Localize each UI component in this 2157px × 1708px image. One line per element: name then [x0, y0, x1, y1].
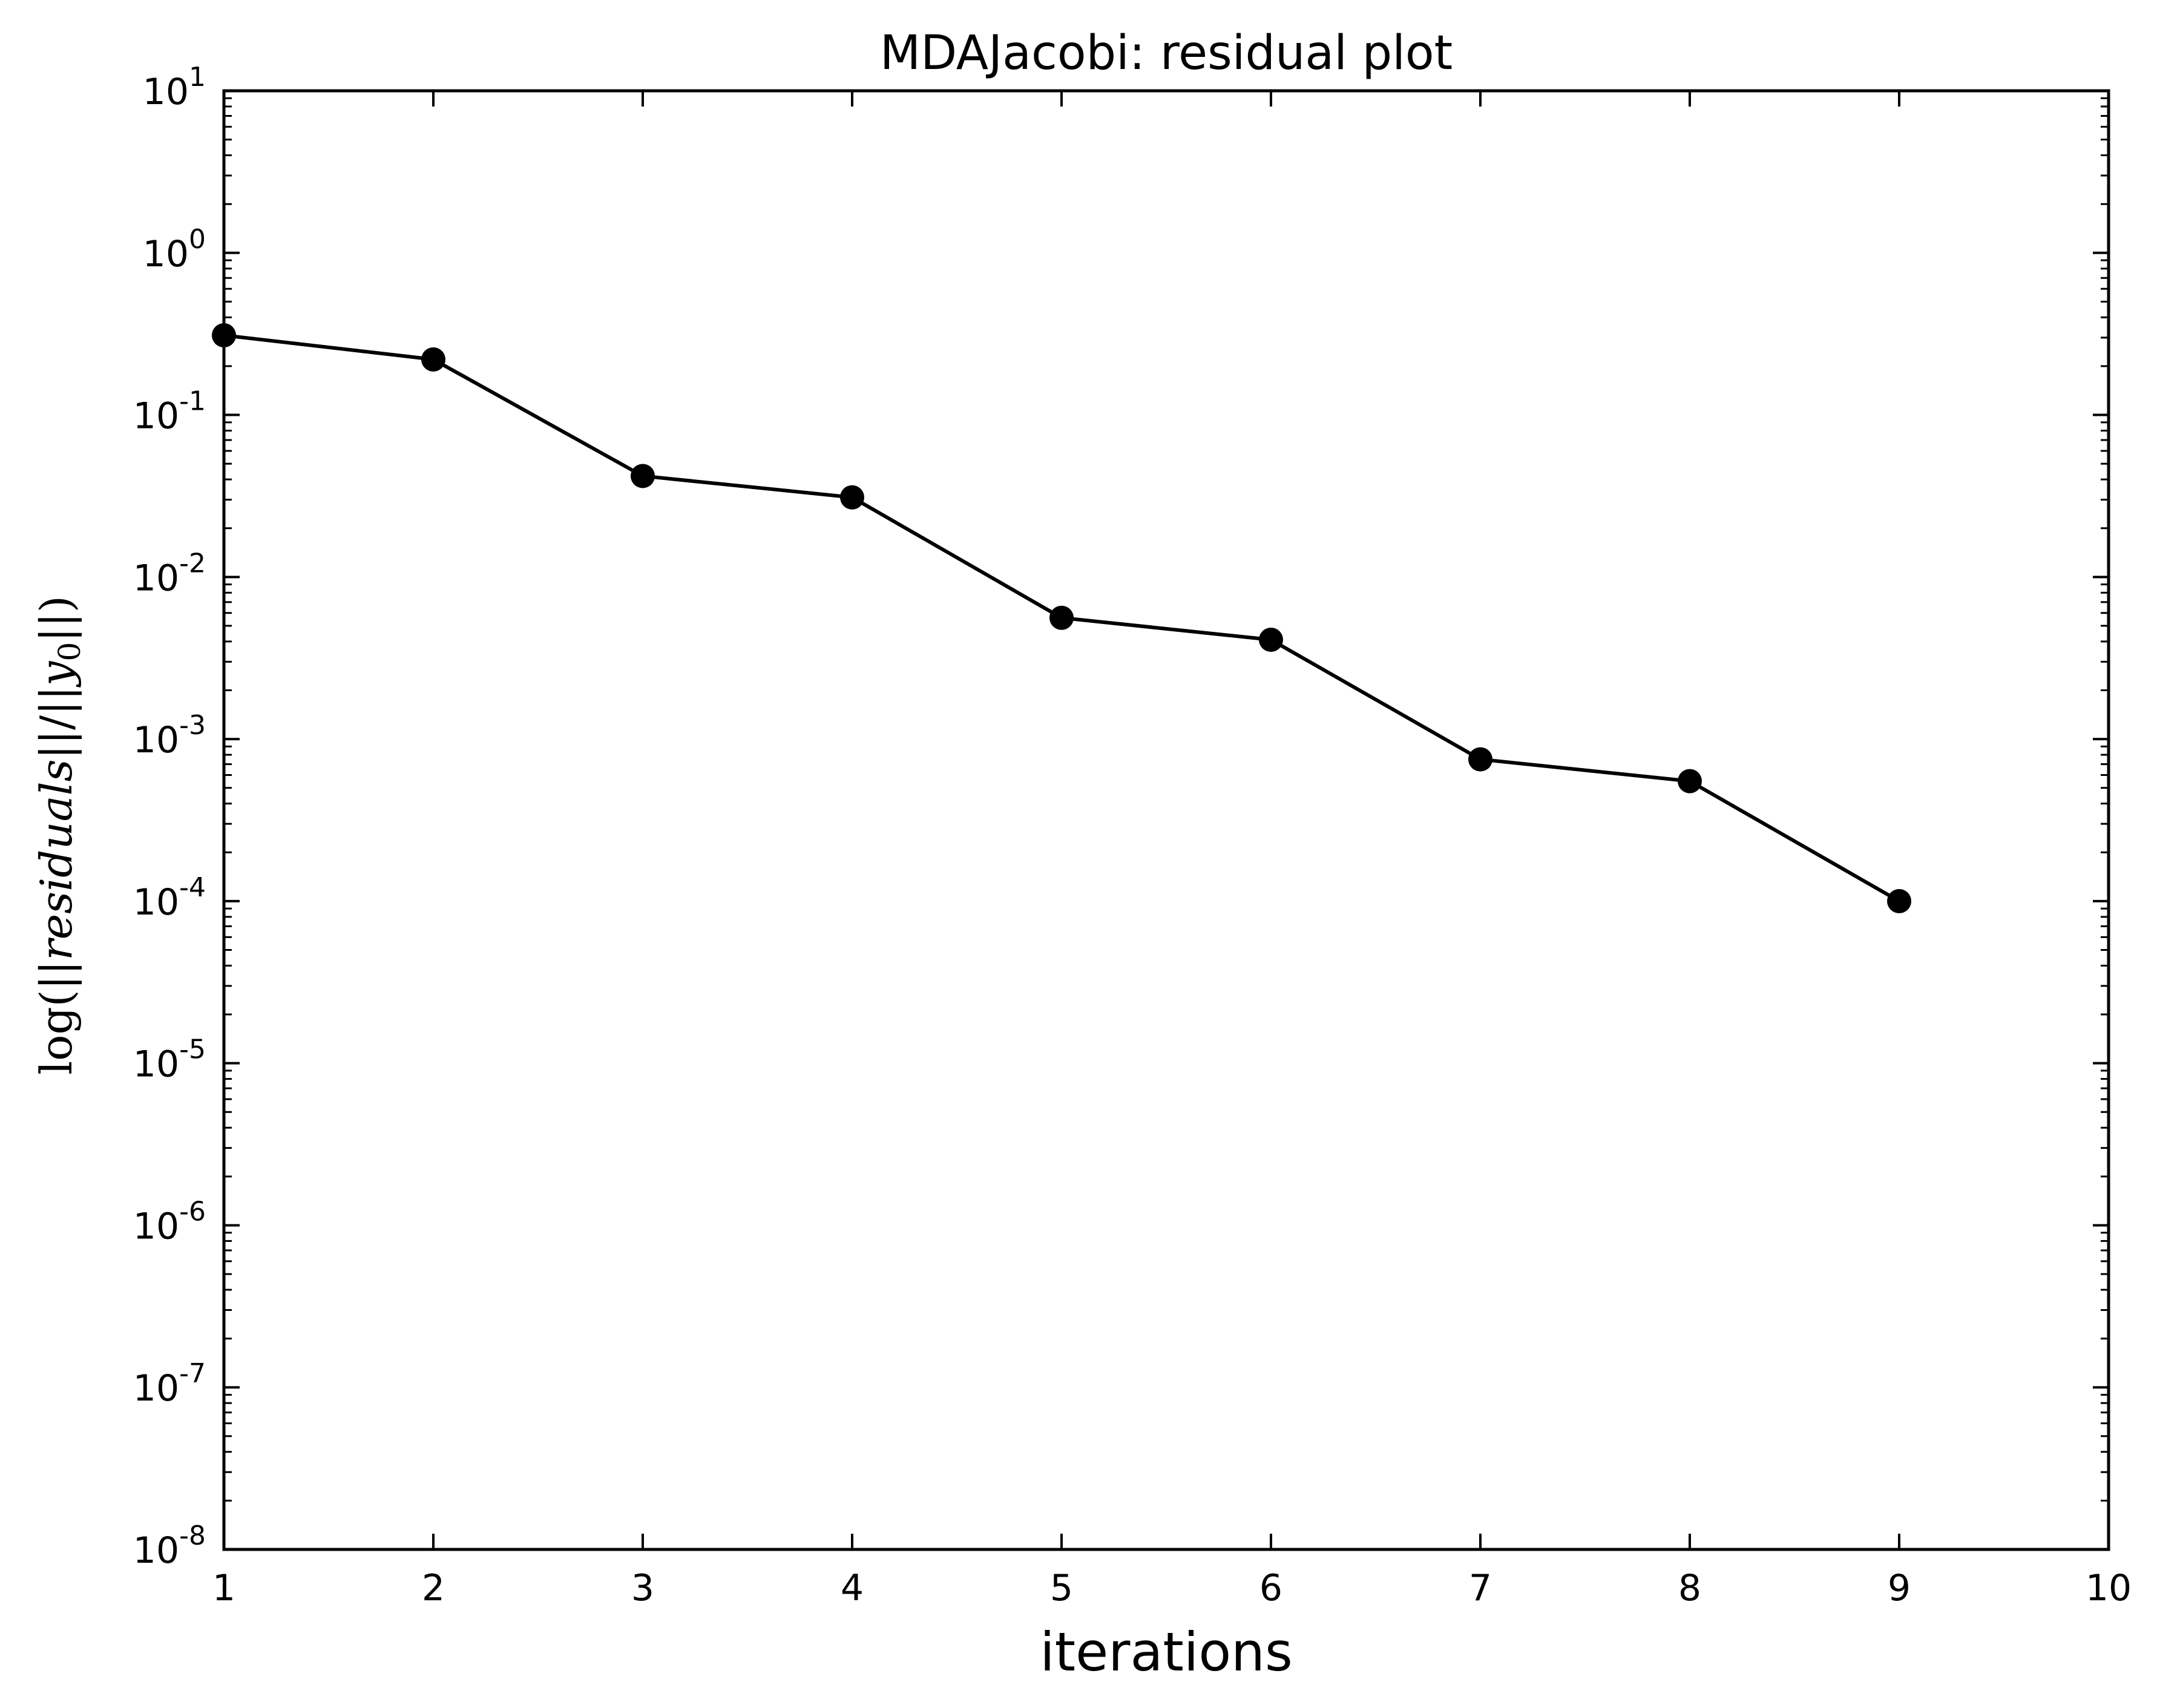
y-tick-base: 10 — [133, 1367, 179, 1410]
x-tick-label: 8 — [1678, 1567, 1701, 1609]
x-tick-label: 6 — [1259, 1567, 1282, 1609]
data-point — [1887, 888, 1911, 913]
data-point — [631, 464, 655, 488]
chart-title: MDAJacobi: residual plot — [880, 26, 1453, 80]
y-tick-label: 10-2 — [133, 548, 206, 599]
data-point — [840, 485, 864, 510]
y-tick-exponent: -1 — [179, 386, 206, 417]
y-tick-exponent: 1 — [189, 62, 206, 93]
y-axis-label-suffix: ||) — [31, 596, 82, 642]
y-tick-base: 10 — [133, 557, 179, 599]
y-axis-label-var2: y — [31, 660, 82, 688]
y-axis-label-middle: ||/|| — [31, 686, 82, 759]
y-tick-exponent: -7 — [179, 1358, 206, 1389]
data-point — [1468, 747, 1492, 772]
y-tick-label: 10-1 — [133, 386, 206, 438]
y-tick-exponent: -2 — [179, 548, 206, 579]
x-tick-label: 2 — [422, 1567, 445, 1609]
data-point — [1049, 605, 1074, 630]
x-tick-label: 1 — [212, 1567, 235, 1609]
y-tick-base: 10 — [133, 881, 179, 924]
y-tick-base: 10 — [133, 719, 179, 761]
y-tick-exponent: 0 — [189, 224, 206, 255]
y-tick-exponent: -5 — [179, 1034, 206, 1065]
y-tick-exponent: -4 — [179, 872, 206, 903]
x-tick-label: 4 — [841, 1567, 864, 1609]
y-tick-exponent: -3 — [179, 710, 206, 741]
x-axis-label: iterations — [1040, 1621, 1293, 1683]
tick-labels: 1 2 3 4 5 6 7 8 9 1010-810-710-610-510-410-310-21… — [133, 62, 2132, 1609]
y-tick-base: 10 — [133, 395, 179, 438]
data-point — [1678, 769, 1702, 793]
y-tick-label: 10-4 — [133, 872, 206, 924]
y-axis-label-prefix: log(|| — [31, 961, 82, 1075]
y-tick-label: 10-3 — [133, 710, 206, 761]
x-tick-label: 10 — [2086, 1567, 2132, 1609]
y-tick-label: 10-5 — [133, 1034, 206, 1086]
y-axis-label-sub: 0 — [52, 642, 87, 662]
y-tick-label: 10-8 — [133, 1520, 206, 1572]
y-tick-base: 10 — [133, 1205, 179, 1247]
y-axis-label-var1: residuals — [31, 759, 82, 960]
y-tick-base: 10 — [143, 71, 189, 113]
x-tick-label: 5 — [1050, 1567, 1073, 1609]
x-tick-label: 3 — [631, 1567, 654, 1609]
data-point — [421, 347, 445, 372]
y-tick-exponent: -8 — [179, 1520, 206, 1551]
y-tick-exponent: -6 — [179, 1196, 206, 1227]
y-tick-label: 100 — [143, 224, 206, 275]
y-tick-base: 10 — [133, 1529, 179, 1572]
series-group — [212, 323, 1911, 913]
y-tick-label: 10-7 — [133, 1358, 206, 1410]
data-point — [1259, 628, 1283, 652]
y-axis-label: log(||residuals||/||y0||) — [31, 596, 87, 1075]
x-tick-label: 9 — [1888, 1567, 1911, 1609]
y-tick-base: 10 — [133, 1043, 179, 1086]
x-tick-label: 7 — [1469, 1567, 1492, 1609]
y-tick-base: 10 — [143, 233, 189, 275]
plot-frame — [222, 89, 2110, 1551]
y-tick-label: 101 — [143, 62, 206, 113]
y-tick-label: 10-6 — [133, 1196, 206, 1247]
